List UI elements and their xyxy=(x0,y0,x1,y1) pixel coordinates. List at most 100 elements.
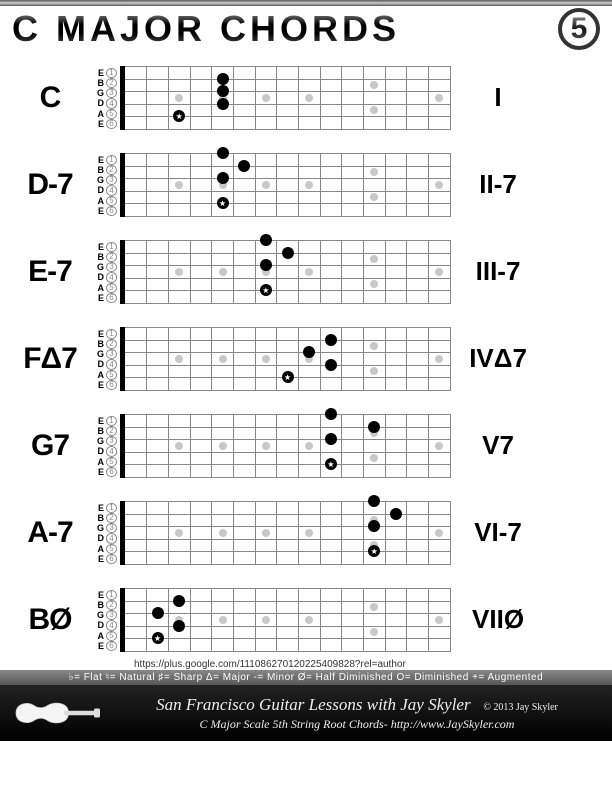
fretboard xyxy=(120,501,450,565)
string-numbers: 123456 xyxy=(106,242,117,304)
string-labels: EBGDAE xyxy=(94,242,104,304)
fretted-note-dot xyxy=(238,160,250,172)
chord-row: BØEBGDAE123456VIIØ xyxy=(14,576,598,663)
fretted-note-dot xyxy=(260,234,272,246)
chord-name: G7 xyxy=(14,429,86,463)
string-label: D xyxy=(94,359,104,369)
string-number: 3 xyxy=(106,436,117,446)
string-number: 5 xyxy=(106,196,117,206)
string-label: G xyxy=(94,262,104,272)
fret-marker xyxy=(370,280,378,288)
string-label: E xyxy=(94,242,104,252)
string-label: E xyxy=(94,155,104,165)
string-number: 2 xyxy=(106,600,117,610)
fret-area xyxy=(125,327,450,391)
fret-marker xyxy=(370,603,378,611)
fretboard-wrap: EBGDAE123456 xyxy=(94,153,450,217)
string-label: E xyxy=(94,206,104,216)
string-number: 3 xyxy=(106,175,117,185)
string-label: G xyxy=(94,349,104,359)
string-labels: EBGDAE xyxy=(94,155,104,217)
fretted-note-dot xyxy=(152,607,164,619)
fretboard xyxy=(120,588,450,652)
string-label: B xyxy=(94,78,104,88)
fret-marker xyxy=(262,181,270,189)
chord-row: G7EBGDAE123456V7 xyxy=(14,402,598,489)
string-number: 3 xyxy=(106,523,117,533)
footer-text: San Francisco Guitar Lessons with Jay Sk… xyxy=(112,695,602,732)
root-note-dot xyxy=(325,458,337,470)
string-number: 6 xyxy=(106,380,117,390)
chord-name: FΔ7 xyxy=(14,342,86,376)
fretted-note-dot xyxy=(390,508,402,520)
fret-marker xyxy=(219,616,227,624)
fret-area xyxy=(125,588,450,652)
chord-row: D-7EBGDAE123456II-7 xyxy=(14,141,598,228)
string-number: 6 xyxy=(106,206,117,216)
fret-marker xyxy=(305,442,313,450)
fret-marker xyxy=(370,106,378,114)
string-label: A xyxy=(94,544,104,554)
fret-marker xyxy=(435,268,443,276)
string-number: 4 xyxy=(106,98,117,108)
string-label: D xyxy=(94,272,104,282)
string-number: 6 xyxy=(106,293,117,303)
string-label: D xyxy=(94,98,104,108)
string-number: 3 xyxy=(106,262,117,272)
string-number: 4 xyxy=(106,272,117,282)
roman-numeral: III-7 xyxy=(458,256,538,287)
fret-marker xyxy=(370,342,378,350)
fretted-note-dot xyxy=(325,334,337,346)
string-numbers: 123456 xyxy=(106,416,117,478)
fret-marker xyxy=(370,193,378,201)
string-label: E xyxy=(94,503,104,513)
fret-marker xyxy=(219,355,227,363)
fretted-note-dot xyxy=(368,495,380,507)
fret-marker xyxy=(305,181,313,189)
fret-marker xyxy=(175,268,183,276)
string-label: A xyxy=(94,631,104,641)
fret-marker xyxy=(435,355,443,363)
footer: San Francisco Guitar Lessons with Jay Sk… xyxy=(0,685,612,741)
string-number: 2 xyxy=(106,252,117,262)
string-number: 4 xyxy=(106,359,117,369)
guitar-icon xyxy=(10,695,100,731)
root-note-dot xyxy=(152,632,164,644)
string-label: B xyxy=(94,513,104,523)
footer-line2: C Major Scale 5th String Root Chords- ht… xyxy=(112,717,602,732)
fretboard-wrap: EBGDAE123456 xyxy=(94,588,450,652)
fret-marker xyxy=(435,616,443,624)
fretboard xyxy=(120,153,450,217)
string-numbers: 123456 xyxy=(106,503,117,565)
fret-marker xyxy=(435,529,443,537)
fretboard-wrap: EBGDAE123456 xyxy=(94,414,450,478)
string-label: G xyxy=(94,175,104,185)
fret-marker xyxy=(370,81,378,89)
fretboard xyxy=(120,240,450,304)
string-label: E xyxy=(94,554,104,564)
chord-name: A-7 xyxy=(14,516,86,550)
root-note-dot xyxy=(260,284,272,296)
fret-marker xyxy=(262,94,270,102)
roman-numeral: I xyxy=(458,82,538,113)
fretboard-wrap: EBGDAE123456 xyxy=(94,240,450,304)
string-label: D xyxy=(94,533,104,543)
fretted-note-dot xyxy=(217,147,229,159)
string-label: A xyxy=(94,283,104,293)
chord-row: CEBGDAE123456I xyxy=(14,54,598,141)
string-number: 5 xyxy=(106,283,117,293)
string-numbers: 123456 xyxy=(106,590,117,652)
fret-marker xyxy=(370,367,378,375)
string-number: 5 xyxy=(106,544,117,554)
string-number: 5 xyxy=(106,457,117,467)
string-number: 1 xyxy=(106,590,117,600)
fret-marker xyxy=(262,529,270,537)
string-label: E xyxy=(94,416,104,426)
string-number: 3 xyxy=(106,88,117,98)
fretted-note-dot xyxy=(325,359,337,371)
fret-marker xyxy=(435,94,443,102)
string-label: G xyxy=(94,610,104,620)
fretted-note-dot xyxy=(260,259,272,271)
fretboard xyxy=(120,414,450,478)
fretboard-wrap: EBGDAE123456 xyxy=(94,66,450,130)
